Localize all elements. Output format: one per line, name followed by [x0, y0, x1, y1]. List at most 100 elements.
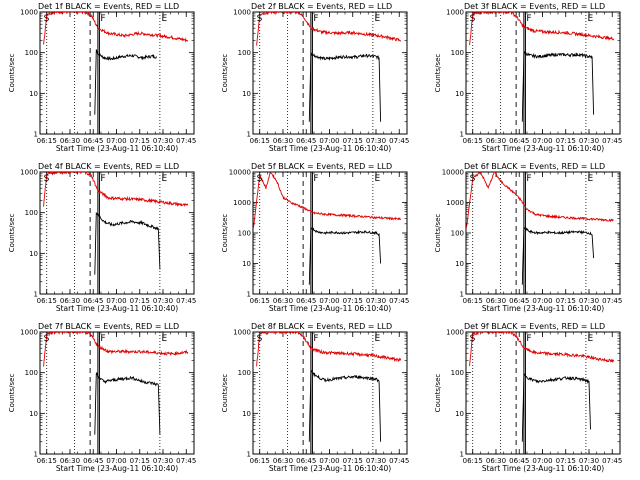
- x-tick-label: 07:00: [106, 457, 126, 465]
- plot-area: [469, 332, 615, 442]
- plot-frame: [465, 331, 621, 455]
- plot-frame: [465, 11, 621, 135]
- x-tick-label: 07:45: [602, 137, 622, 145]
- x-axis-label: Start Time (23-Aug-11 06:10:40): [482, 144, 604, 153]
- y-tick-label: 100: [451, 49, 464, 57]
- y-tick-label: 100: [25, 49, 38, 57]
- plot-area: [469, 12, 615, 122]
- phase-marker-f: F: [100, 14, 105, 24]
- lld-series-line: [469, 12, 615, 46]
- x-tick-label: 07:45: [176, 457, 196, 465]
- x-tick-label: 07:15: [130, 457, 150, 465]
- plot-area: [466, 172, 614, 285]
- y-tick-label: 10: [455, 410, 464, 418]
- phase-marker-e: E: [161, 174, 167, 184]
- x-tick-label: 07:45: [176, 137, 196, 145]
- x-tick-label: 06:45: [83, 137, 103, 145]
- plot-frame: [39, 171, 195, 295]
- x-tick-label: 07:45: [602, 457, 622, 465]
- y-tick-label: 10: [29, 410, 38, 418]
- chart-title: Det 7f BLACK = Events, RED = LLD: [38, 322, 179, 331]
- y-tick-label: 1000: [20, 9, 38, 17]
- phase-marker-f: F: [313, 334, 318, 344]
- x-tick-label: 06:30: [60, 137, 80, 145]
- chart-title: Det 3f BLACK = Events, RED = LLD: [464, 2, 605, 11]
- phase-marker-e: E: [587, 14, 593, 24]
- chart-panel: Det 6f BLACK = Events, RED = LLD 1 10 100 10…: [434, 162, 622, 313]
- x-tick-label: 07:30: [579, 457, 599, 465]
- y-tick-label: 1000: [446, 9, 464, 17]
- y-axis-label: Counts/sec: [434, 54, 442, 93]
- x-tick-label: 06:15: [250, 297, 270, 305]
- y-tick-label: 10: [242, 410, 251, 418]
- events-series-line: [521, 50, 595, 122]
- x-tick-label: 07:30: [153, 297, 173, 305]
- x-tick-label: 06:45: [83, 457, 103, 465]
- y-axis-label: Counts/sec: [434, 214, 442, 253]
- x-tick-label: 07:15: [556, 457, 576, 465]
- y-tick-label: 1: [247, 291, 251, 299]
- x-axis-label: Start Time (23-Aug-11 06:10:40): [269, 144, 391, 153]
- y-axis-label: Counts/sec: [434, 374, 442, 413]
- phase-marker-e: E: [161, 334, 167, 344]
- phase-marker-e: E: [161, 14, 167, 24]
- x-tick-label: 06:15: [463, 457, 483, 465]
- phase-marker-f: F: [100, 334, 105, 344]
- phase-marker-e: E: [374, 14, 380, 24]
- y-tick-label: 10000: [442, 169, 464, 177]
- phase-marker-s: S: [470, 14, 476, 24]
- x-tick-label: 06:45: [296, 137, 316, 145]
- x-tick-label: 06:15: [250, 137, 270, 145]
- x-tick-label: 06:45: [509, 137, 529, 145]
- phase-marker-s: S: [470, 174, 476, 184]
- x-tick-label: 07:30: [153, 137, 173, 145]
- x-tick-label: 06:15: [37, 297, 57, 305]
- x-tick-label: 07:45: [176, 297, 196, 305]
- phase-marker-s: S: [44, 174, 50, 184]
- y-tick-label: 100: [451, 230, 464, 238]
- x-tick-label: 06:30: [486, 137, 506, 145]
- x-tick-label: 07:00: [319, 457, 339, 465]
- x-tick-label: 06:15: [463, 297, 483, 305]
- lld-series-line: [43, 172, 189, 208]
- phase-marker-e: E: [374, 174, 380, 184]
- phase-marker-f: F: [526, 334, 531, 344]
- x-tick-label: 07:00: [532, 137, 552, 145]
- y-tick-label: 10: [29, 90, 38, 98]
- y-tick-label: 100: [238, 369, 251, 377]
- x-tick-label: 07:45: [389, 137, 409, 145]
- y-tick-label: 1000: [233, 329, 251, 337]
- y-axis-label: Counts/sec: [8, 214, 16, 253]
- x-tick-label: 06:45: [83, 297, 103, 305]
- x-tick-label: 07:30: [366, 297, 386, 305]
- phase-marker-f: F: [100, 174, 105, 184]
- x-tick-label: 07:45: [602, 297, 622, 305]
- x-tick-label: 07:00: [106, 297, 126, 305]
- events-series-line: [94, 212, 161, 275]
- y-tick-label: 1: [247, 451, 251, 459]
- phase-marker-s: S: [44, 14, 50, 24]
- events-series-line: [308, 369, 382, 442]
- x-tick-label: 06:45: [509, 457, 529, 465]
- phase-marker-s: S: [257, 334, 263, 344]
- chart-panel: Det 9f BLACK = Events, RED = LLD 1 10 100 10…: [434, 322, 622, 473]
- x-axis-label: Start Time (23-Aug-11 06:10:40): [56, 144, 178, 153]
- y-tick-label: 1: [460, 291, 464, 299]
- chart-panel: Det 7f BLACK = Events, RED = LLD 1 10 100 10…: [8, 322, 196, 473]
- chart-title: Det 6f BLACK = Events, RED = LLD: [464, 162, 605, 171]
- chart-title: Det 2f BLACK = Events, RED = LLD: [251, 2, 392, 11]
- phase-marker-f: F: [526, 14, 531, 24]
- y-tick-label: 1000: [446, 329, 464, 337]
- y-tick-label: 1000: [233, 199, 251, 207]
- y-tick-label: 10: [242, 260, 251, 268]
- y-tick-label: 1000: [233, 9, 251, 17]
- plot-frame: [39, 11, 195, 135]
- lld-series-line: [256, 12, 402, 46]
- chart-panel: Det 2f BLACK = Events, RED = LLD 1 10 100 10…: [221, 2, 409, 153]
- events-series-line: [521, 226, 595, 285]
- chart-panel: Det 5f BLACK = Events, RED = LLD 1 10 100 10…: [221, 162, 409, 313]
- plot-frame: [39, 331, 195, 455]
- chart-panel: Det 8f BLACK = Events, RED = LLD 1 10 100 10…: [221, 322, 409, 473]
- x-tick-label: 06:30: [60, 297, 80, 305]
